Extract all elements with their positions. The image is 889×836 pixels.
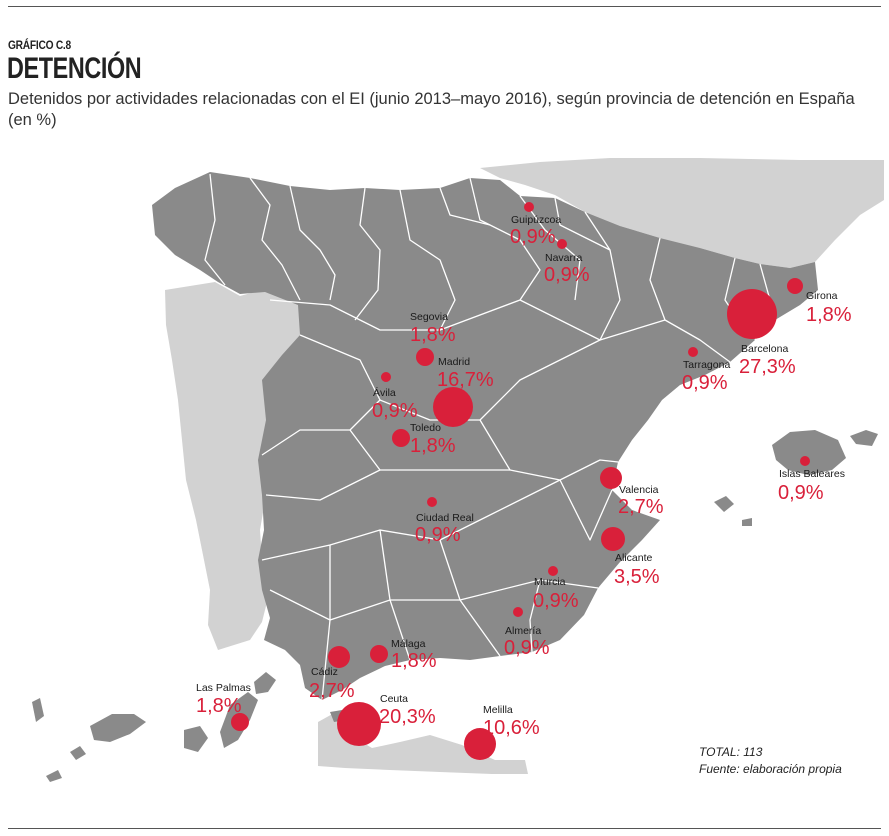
gran-canaria [184, 726, 208, 752]
pct-almeria: 0,9% [504, 637, 550, 659]
ibiza [714, 496, 734, 512]
marker-almeria[interactable] [513, 607, 523, 617]
pct-alicante: 3,5% [614, 566, 660, 588]
pct-ceuta: 20,3% [379, 706, 436, 728]
marker-las-palmas[interactable] [231, 713, 249, 731]
label-girona: Girona [806, 290, 838, 302]
marker-valencia[interactable] [600, 467, 622, 489]
pct-barcelona: 27,3% [739, 356, 796, 378]
label-islas-baleares: Islas Baleares [779, 468, 845, 480]
marker-guipuzcoa[interactable] [524, 202, 534, 212]
marker-barcelona[interactable] [727, 289, 777, 339]
label-valencia: Valencia [619, 484, 659, 496]
bottom-rule [8, 828, 881, 829]
marker-murcia[interactable] [548, 566, 558, 576]
marker-ceuta[interactable] [337, 702, 381, 746]
marker-avila[interactable] [381, 372, 391, 382]
pct-avila: 0,9% [372, 400, 418, 422]
markers [231, 202, 810, 760]
labels: Guipúzcoa 0,9% Navarra 0,9% Girona 1,8% … [196, 214, 852, 739]
pct-navarra: 0,9% [544, 264, 590, 286]
formentera [742, 518, 752, 526]
marker-melilla[interactable] [464, 728, 496, 760]
menorca [850, 430, 878, 446]
label-segovia: Segovia [410, 311, 448, 323]
marker-islas-baleares[interactable] [800, 456, 810, 466]
label-ciudad-real: Ciudad Real [416, 512, 474, 524]
label-alicante: Alicante [615, 552, 653, 564]
label-almeria: Almería [505, 625, 541, 637]
pct-segovia: 1,8% [410, 324, 456, 346]
label-cadiz: Cádiz [311, 666, 338, 678]
tenerife [90, 714, 146, 742]
label-malaga: Málaga [391, 638, 426, 650]
pct-madrid: 16,7% [437, 369, 494, 391]
marker-segovia[interactable] [416, 348, 434, 366]
label-madrid: Madrid [438, 356, 470, 368]
label-las-palmas: Las Palmas [196, 682, 251, 694]
label-avila: Ávila [373, 386, 396, 399]
label-ceuta: Ceuta [380, 693, 408, 705]
pct-ciudad-real: 0,9% [415, 524, 461, 546]
top-rule [8, 6, 881, 7]
figure-title: DETENCIÓN [7, 52, 142, 85]
label-melilla: Melilla [483, 704, 513, 716]
marker-toledo[interactable] [392, 429, 410, 447]
pct-islas-baleares: 0,9% [778, 482, 824, 504]
marker-malaga[interactable] [370, 645, 388, 663]
pct-malaga: 1,8% [391, 650, 437, 672]
label-murcia: Murcia [534, 576, 566, 588]
label-guipuzcoa: Guipúzcoa [511, 214, 561, 226]
label-tarragona: Tarragona [683, 359, 730, 371]
source-note: Fuente: elaboración propia [699, 762, 842, 776]
figure-label: GRÁFICO C.8 [8, 38, 71, 52]
marker-cadiz[interactable] [328, 646, 350, 668]
lanzarote [254, 672, 276, 694]
pct-murcia: 0,9% [533, 590, 579, 612]
province-borders [204, 173, 771, 701]
france-land [480, 158, 884, 268]
label-barcelona: Barcelona [741, 343, 788, 355]
marker-madrid[interactable] [433, 387, 473, 427]
pct-melilla: 10,6% [483, 717, 540, 739]
marker-alicante[interactable] [601, 527, 625, 551]
marker-navarra[interactable] [557, 239, 567, 249]
pct-las-palmas: 1,8% [196, 695, 242, 717]
label-toledo: Toledo [410, 422, 441, 434]
total-note: TOTAL: 113 [699, 745, 763, 759]
la-palma [32, 698, 44, 722]
label-navarra: Navarra [545, 252, 583, 264]
mallorca [772, 430, 846, 475]
el-hierro [46, 770, 62, 782]
marker-tarragona[interactable] [688, 347, 698, 357]
pct-valencia: 2,7% [618, 496, 664, 518]
pct-tarragona: 0,9% [682, 372, 728, 394]
pct-toledo: 1,8% [410, 435, 456, 457]
figure-subtitle: Detenidos por actividades relacionadas c… [8, 90, 855, 129]
marker-ciudad-real[interactable] [427, 497, 437, 507]
gomera [70, 746, 86, 760]
pct-girona: 1,8% [806, 304, 852, 326]
marker-girona[interactable] [787, 278, 803, 294]
pct-cadiz: 2,7% [309, 680, 355, 702]
pct-guipuzcoa: 0,9% [510, 226, 556, 248]
